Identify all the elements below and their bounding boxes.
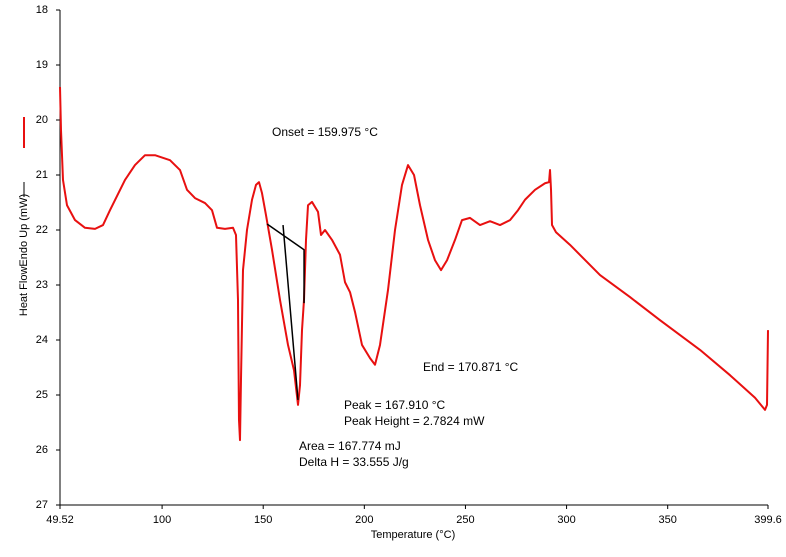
x-tick-label: 300	[557, 514, 575, 526]
x-tick-label: 200	[355, 514, 373, 526]
y-tick-label: 18	[36, 4, 48, 16]
x-tick-label: 250	[456, 514, 474, 526]
x-tick-label: 350	[659, 514, 677, 526]
y-axis-title: Heat FlowEndo Up (mW)	[18, 194, 30, 316]
annotation: Peak = 167.910 °C	[344, 398, 446, 412]
annotation: Peak Height = 2.7824 mW	[344, 414, 485, 428]
y-tick-label: 23	[36, 279, 48, 291]
annotation: End = 170.871 °C	[423, 360, 519, 374]
annotation: Onset = 159.975 °C	[272, 125, 378, 139]
construction-line	[266, 223, 305, 401]
x-tick-label: 100	[153, 514, 171, 526]
annotation: Area = 167.774 mJ	[299, 439, 401, 453]
x-tick-label: 399.6	[754, 514, 782, 526]
y-tick-label: 25	[36, 389, 48, 401]
x-tick-label: 150	[254, 514, 272, 526]
y-tick-label: 24	[36, 334, 48, 346]
y-tick-label: 19	[36, 59, 48, 71]
y-tick-label: 27	[36, 499, 48, 511]
x-axis-title: Temperature (°C)	[371, 529, 455, 541]
x-tick-label: 49.52	[46, 514, 74, 526]
y-tick-label: 22	[36, 224, 48, 236]
heat-flow-line	[59, 86, 769, 442]
annotation: Delta H = 33.555 J/g	[299, 455, 409, 469]
y-tick-label: 26	[36, 444, 48, 456]
y-tick-label: 20	[36, 114, 48, 126]
y-tick-label: 21	[36, 169, 48, 181]
